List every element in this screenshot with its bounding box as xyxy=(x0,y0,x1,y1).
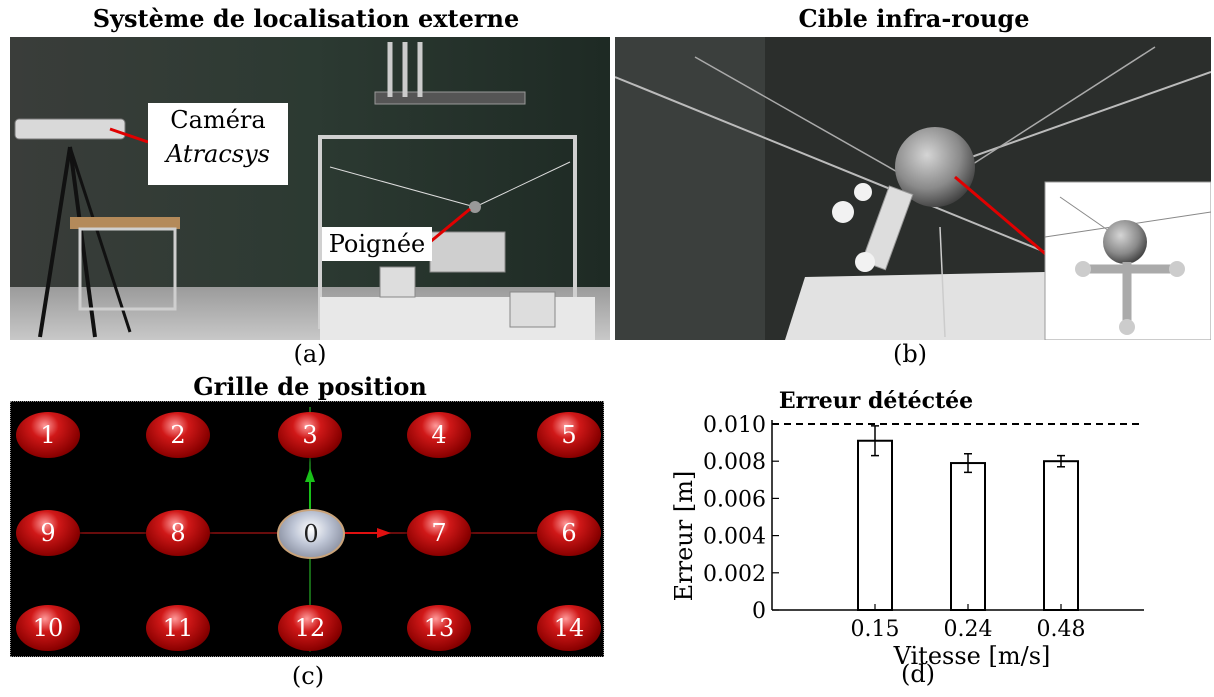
y-tick-label: 0.004 xyxy=(703,525,766,550)
camera-callout: Caméra Atracsys xyxy=(148,103,288,185)
x-tick-label: 0.15 xyxy=(851,617,900,642)
grid-position-10: 10 xyxy=(16,605,80,651)
grid-position-12: 12 xyxy=(278,605,342,651)
handle-callout: Poignée xyxy=(322,227,432,261)
camera-label: Caméra xyxy=(170,106,266,134)
x-tick-label: 0.48 xyxy=(1037,617,1086,642)
panel-a-caption: (a) xyxy=(293,340,327,368)
camera-model-label: Atracsys xyxy=(166,140,270,168)
panel-d-caption: (d) xyxy=(900,660,936,688)
grid-position-3: 3 xyxy=(278,412,342,458)
panel-b-photo xyxy=(615,37,1211,340)
grid-position-13: 13 xyxy=(407,605,471,651)
panel-b-caption: (b) xyxy=(892,340,928,368)
y-tick-label: 0.006 xyxy=(703,487,766,512)
grid-position-7: 7 xyxy=(407,510,471,556)
grid-position-11: 11 xyxy=(146,605,210,651)
chart-x-axis-label: Vitesse [m/s] xyxy=(893,642,1051,670)
y-tick-label: 0 xyxy=(752,599,766,624)
bar xyxy=(950,462,986,611)
x-tick-label: 0.24 xyxy=(944,617,993,642)
y-tick-label: 0.008 xyxy=(703,450,766,475)
panel-c-title: Grille de position xyxy=(193,372,427,401)
panel-a-title: Système de localisation externe xyxy=(92,4,520,33)
grid-position-14: 14 xyxy=(537,605,601,651)
bar xyxy=(857,439,893,611)
grid-position-5: 5 xyxy=(537,412,601,458)
y-tick-label: 0.010 xyxy=(703,413,766,438)
ir-target-photo xyxy=(615,37,1211,340)
grid-position-9: 9 xyxy=(16,510,80,556)
grid-position-6: 6 xyxy=(537,510,601,556)
y-arrow-icon xyxy=(305,468,315,482)
bar xyxy=(1043,460,1079,611)
panel-b-title: Cible infra-rouge xyxy=(798,4,1030,33)
x-arrow-icon xyxy=(377,528,391,538)
error-bar-chart: Erreur détéctée Erreur [m] Vitesse [m/s]… xyxy=(670,388,1144,670)
panel-a-photo: Caméra Atracsys Poignée xyxy=(10,37,610,340)
grid-position-8: 8 xyxy=(146,510,210,556)
panel-c-caption: (c) xyxy=(291,662,325,690)
grid-position-0: 0 xyxy=(277,509,345,559)
y-tick-label: 0.002 xyxy=(703,562,766,587)
chart-y-axis-label: Erreur [m] xyxy=(670,471,698,602)
grid-position-1: 1 xyxy=(16,412,80,458)
position-grid: 1 2 3 4 5 9 8 0 7 6 10 11 12 13 14 xyxy=(10,401,604,657)
grid-position-4: 4 xyxy=(407,412,471,458)
lab-setup-photo xyxy=(10,37,610,340)
grid-position-2: 2 xyxy=(146,412,210,458)
chart-title: Erreur détéctée xyxy=(779,388,973,414)
